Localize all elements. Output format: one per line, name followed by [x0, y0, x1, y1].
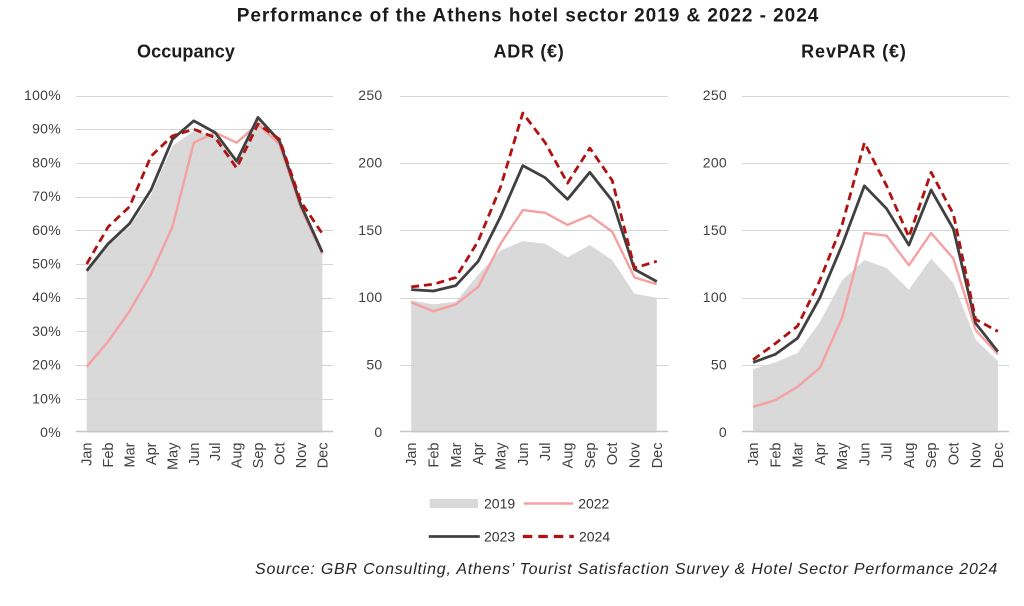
svg-text:90%: 90%	[32, 121, 61, 137]
svg-text:Occupancy: Occupancy	[137, 42, 235, 62]
svg-text:40%: 40%	[32, 289, 61, 305]
svg-text:100: 100	[703, 289, 727, 305]
svg-text:Sep: Sep	[924, 443, 940, 469]
svg-text:2022: 2022	[578, 496, 609, 512]
svg-text:Feb: Feb	[427, 443, 443, 468]
svg-text:200: 200	[703, 154, 727, 170]
svg-text:20%: 20%	[32, 357, 61, 373]
svg-text:Sep: Sep	[251, 443, 267, 469]
svg-text:Nov: Nov	[969, 442, 985, 469]
svg-text:70%: 70%	[32, 188, 61, 204]
svg-text:ADR (€): ADR (€)	[494, 42, 565, 62]
svg-text:Feb: Feb	[768, 443, 784, 468]
svg-text:Oct: Oct	[946, 443, 962, 466]
svg-text:2019: 2019	[484, 496, 515, 512]
svg-text:Jul: Jul	[538, 443, 554, 462]
svg-text:Apr: Apr	[144, 442, 160, 465]
svg-text:10%: 10%	[32, 390, 61, 406]
svg-text:Dec: Dec	[991, 443, 1007, 469]
svg-text:200: 200	[358, 154, 382, 170]
svg-text:RevPAR (€): RevPAR (€)	[801, 42, 907, 62]
svg-text:250: 250	[358, 87, 382, 103]
svg-text:Jun: Jun	[857, 443, 873, 466]
svg-text:Jun: Jun	[516, 443, 532, 466]
svg-text:Dec: Dec	[315, 443, 331, 469]
svg-text:Jan: Jan	[404, 443, 420, 466]
svg-text:Jan: Jan	[80, 443, 96, 466]
svg-text:Jun: Jun	[187, 443, 203, 466]
svg-text:50: 50	[366, 357, 382, 373]
svg-text:80%: 80%	[32, 154, 61, 170]
svg-text:Jul: Jul	[208, 443, 224, 462]
svg-text:0%: 0%	[40, 424, 61, 440]
svg-text:Performance of the Athens hote: Performance of the Athens hotel sector 2…	[237, 6, 820, 27]
svg-text:150: 150	[358, 222, 382, 238]
svg-text:Nov: Nov	[294, 442, 310, 469]
svg-text:Mar: Mar	[791, 442, 807, 467]
svg-text:May: May	[165, 442, 181, 470]
svg-text:150: 150	[703, 222, 727, 238]
svg-text:May: May	[835, 442, 851, 470]
svg-text:30%: 30%	[32, 323, 61, 339]
svg-text:50: 50	[711, 357, 727, 373]
svg-text:250: 250	[703, 87, 727, 103]
svg-text:Aug: Aug	[902, 443, 918, 469]
svg-text:Mar: Mar	[123, 442, 139, 467]
svg-text:Mar: Mar	[449, 442, 465, 467]
svg-text:Nov: Nov	[628, 442, 644, 469]
svg-text:100%: 100%	[24, 87, 61, 103]
svg-text:Dec: Dec	[650, 443, 666, 469]
svg-text:2023: 2023	[484, 529, 515, 545]
svg-text:50%: 50%	[32, 256, 61, 272]
svg-text:Source: GBR Consulting, Athens: Source: GBR Consulting, Athens’ Tourist …	[255, 561, 998, 578]
svg-text:May: May	[494, 442, 510, 470]
svg-text:2024: 2024	[579, 529, 610, 545]
svg-text:Apr: Apr	[813, 442, 829, 465]
svg-text:0: 0	[719, 424, 727, 440]
svg-text:0: 0	[374, 424, 382, 440]
svg-text:Jan: Jan	[746, 443, 762, 466]
svg-text:Aug: Aug	[561, 443, 577, 469]
svg-text:Feb: Feb	[101, 443, 117, 468]
svg-text:Jul: Jul	[880, 443, 896, 462]
svg-text:Apr: Apr	[471, 442, 487, 465]
svg-text:Oct: Oct	[605, 443, 621, 466]
svg-text:60%: 60%	[32, 222, 61, 238]
svg-text:Aug: Aug	[230, 443, 246, 469]
svg-text:100: 100	[358, 289, 382, 305]
svg-text:Sep: Sep	[583, 443, 599, 469]
svg-text:Oct: Oct	[273, 443, 289, 466]
